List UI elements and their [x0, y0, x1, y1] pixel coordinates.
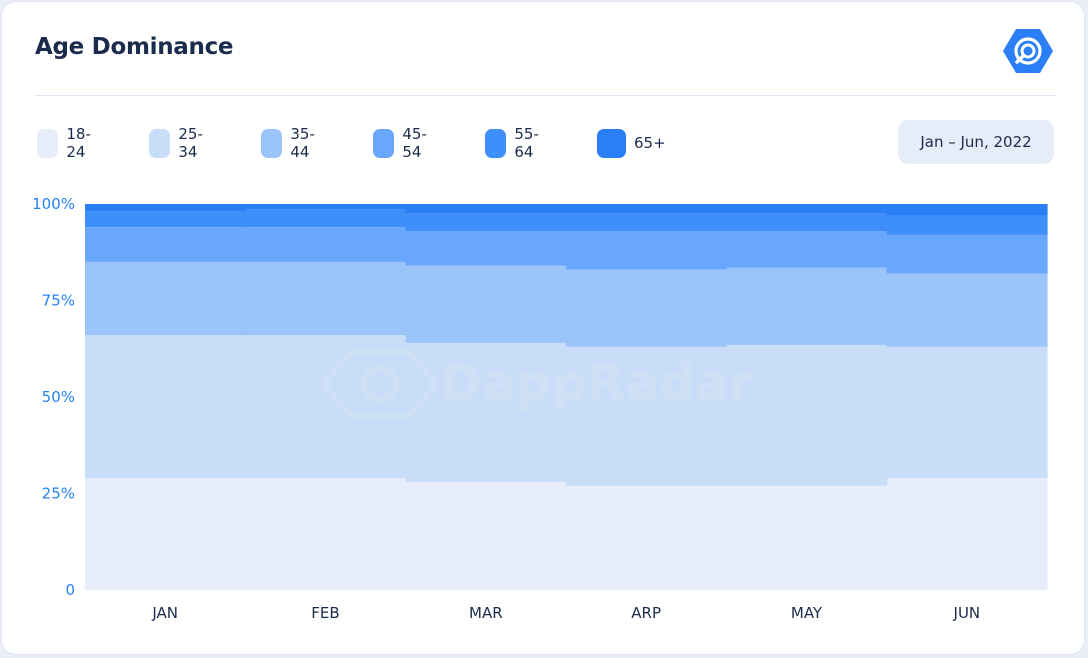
area-segment[interactable] [405, 265, 567, 343]
legend-swatch [597, 128, 626, 158]
area-segment[interactable] [405, 231, 567, 266]
x-tick-label: MAR [469, 604, 503, 622]
y-tick-label: 100% [32, 195, 75, 213]
area-segment[interactable] [405, 342, 567, 482]
series-35-44 [85, 261, 1048, 347]
legend-swatch [37, 128, 59, 158]
area-segment[interactable] [886, 346, 1048, 479]
y-tick-label: 25% [42, 485, 75, 503]
area-segment[interactable] [245, 209, 407, 228]
area-segment[interactable] [726, 213, 888, 232]
legend-swatch [149, 128, 171, 158]
legend-swatch [373, 128, 395, 158]
watermark: DappRadar [320, 349, 754, 419]
legend-swatch [485, 128, 507, 158]
x-tick-label: MAY [791, 604, 823, 622]
legend-label: 18-24 [66, 125, 91, 161]
x-axis: JAN FEB MAR ARP MAY JUN [151, 604, 980, 622]
legend-item-45-54[interactable]: 45-54 [373, 125, 435, 161]
area-segment[interactable] [245, 261, 407, 336]
y-tick-label: 0 [65, 581, 75, 599]
area-segment[interactable] [85, 227, 246, 262]
area-segment[interactable] [245, 335, 407, 479]
legend-label: 55-64 [514, 125, 539, 161]
y-tick-label: 75% [42, 292, 75, 310]
area-segment[interactable] [726, 231, 888, 268]
area-segment[interactable] [245, 204, 407, 210]
area-segment[interactable] [85, 478, 246, 590]
legend-label: 25-34 [178, 125, 203, 161]
x-tick-label: FEB [311, 604, 339, 622]
legend-swatch [261, 128, 283, 158]
series-18-24 [85, 478, 1048, 590]
chart-areas [85, 204, 1048, 590]
x-tick-label: JUN [953, 604, 981, 622]
dappradar-logo-icon[interactable] [1002, 28, 1054, 74]
area-segment[interactable] [245, 227, 407, 262]
area-segment[interactable] [886, 478, 1048, 590]
area-segment[interactable] [886, 204, 1048, 216]
legend-item-25-34[interactable]: 25-34 [149, 125, 211, 161]
area-segment[interactable] [726, 204, 888, 214]
dappradar-logo-icon [320, 349, 440, 419]
legend-item-18-24[interactable]: 18-24 [37, 125, 99, 161]
area-segment[interactable] [566, 204, 727, 214]
area-segment[interactable] [405, 213, 567, 232]
series-25-34 [85, 335, 1048, 486]
series-45-54 [85, 227, 1048, 274]
area-segment[interactable] [85, 335, 246, 479]
y-axis: 0 25% 50% 75% 100% [32, 195, 75, 599]
legend-label: 45-54 [402, 125, 427, 161]
area-segment[interactable] [566, 231, 727, 270]
legend-item-65-plus[interactable]: 65+ [597, 128, 666, 158]
area-segment[interactable] [85, 204, 246, 212]
area-segment[interactable] [886, 215, 1048, 235]
area-segment[interactable] [726, 485, 888, 590]
legend-label: 65+ [634, 134, 666, 152]
date-range-button[interactable]: Jan – Jun, 2022 [898, 120, 1054, 164]
area-segment[interactable] [886, 273, 1048, 347]
chart-title: Age Dominance [35, 34, 234, 60]
series-55-64 [85, 209, 1048, 235]
area-segment[interactable] [566, 485, 727, 590]
area-segment[interactable] [886, 234, 1048, 274]
area-segment[interactable] [566, 213, 727, 232]
area-segment[interactable] [566, 269, 727, 347]
area-segment[interactable] [566, 346, 727, 486]
y-tick-label: 50% [42, 388, 75, 406]
area-segment[interactable] [245, 478, 407, 590]
area-segment[interactable] [405, 204, 567, 214]
x-tick-label: JAN [151, 604, 178, 622]
area-segment[interactable] [726, 267, 888, 345]
series-65-plus [85, 204, 1048, 216]
x-tick-label: ARP [631, 604, 661, 622]
legend-label: 35-44 [290, 125, 315, 161]
legend-item-35-44[interactable]: 35-44 [261, 125, 323, 161]
area-segment[interactable] [85, 261, 246, 336]
area-segment[interactable] [405, 481, 567, 590]
legend-item-55-64[interactable]: 55-64 [485, 125, 547, 161]
watermark-text: DappRadar [440, 354, 754, 412]
area-segment[interactable] [85, 211, 246, 228]
area-segment[interactable] [726, 344, 888, 486]
header-divider [35, 95, 1055, 96]
